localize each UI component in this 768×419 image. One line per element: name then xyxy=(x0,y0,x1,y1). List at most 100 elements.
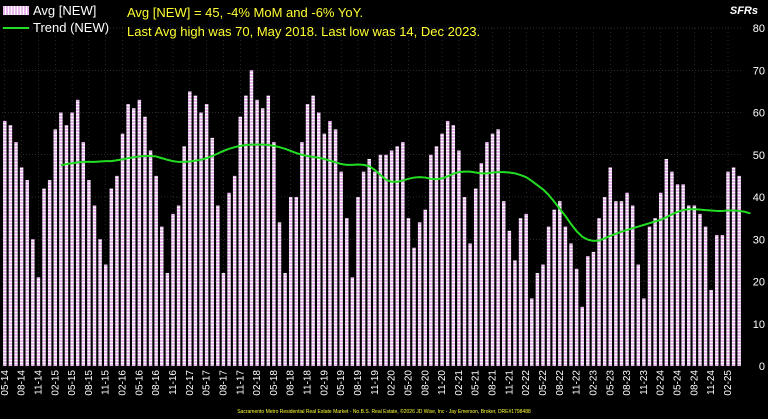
bar xyxy=(373,171,377,366)
bar xyxy=(64,125,69,366)
bar xyxy=(625,192,629,366)
axes: 0 10 20 30 40 50 60 70 80 05-14 08-14 11-14 02-15 05-… xyxy=(0,23,765,396)
bar xyxy=(457,150,461,366)
x-tick-label: 08-17 xyxy=(218,370,229,396)
y-tick-label: 0 xyxy=(759,361,765,373)
bar xyxy=(126,104,130,367)
bar xyxy=(619,201,624,366)
x-tick-label: 05-21 xyxy=(471,370,482,396)
headline-line-1: Avg [NEW] = 45, -4% MoM and -6% YoY. xyxy=(127,5,364,20)
bar xyxy=(221,273,226,366)
bar xyxy=(726,171,730,366)
bar xyxy=(120,133,125,366)
y-tick-label: 20 xyxy=(753,277,765,289)
bar xyxy=(132,108,136,367)
x-tick-label: 02-18 xyxy=(252,370,263,396)
bar xyxy=(462,197,467,366)
trend-series xyxy=(60,143,751,242)
legend-bar-label: Avg [NEW] xyxy=(33,3,97,18)
bar xyxy=(574,268,579,366)
bar xyxy=(266,95,271,366)
bar xyxy=(238,116,242,366)
y-tick-label: 40 xyxy=(753,192,765,204)
bar xyxy=(81,142,86,366)
bar xyxy=(25,180,29,366)
x-tick-label: 11-15 xyxy=(101,370,112,395)
bar-series xyxy=(3,70,741,367)
legend-item-bars: Avg [NEW] xyxy=(3,2,109,19)
x-tick-label: 02-22 xyxy=(521,370,532,396)
bar xyxy=(317,112,321,366)
bar xyxy=(350,277,355,366)
bar xyxy=(182,146,186,366)
bar xyxy=(406,218,411,366)
bar xyxy=(647,226,652,366)
legend-item-trend: Trend (NEW) xyxy=(3,19,109,36)
x-tick-label: 02-17 xyxy=(185,370,196,396)
bar xyxy=(70,112,74,366)
bar xyxy=(8,125,13,366)
bar xyxy=(199,112,203,366)
bar xyxy=(642,298,646,366)
x-tick-label: 08-18 xyxy=(286,370,297,396)
bar xyxy=(597,218,601,366)
y-tick-label: 80 xyxy=(753,23,765,35)
x-tick-label: 08-19 xyxy=(353,370,364,396)
bar xyxy=(687,205,691,366)
bar xyxy=(3,120,7,366)
bar xyxy=(502,201,506,366)
bar xyxy=(109,188,114,366)
x-tick-label: 05-24 xyxy=(673,370,684,396)
bar xyxy=(59,112,63,366)
x-tick-label: 05-19 xyxy=(336,370,347,396)
x-tick-label: 02-15 xyxy=(50,370,61,396)
bar xyxy=(255,99,259,366)
x-tick-label: 11-14 xyxy=(33,370,44,395)
bar xyxy=(558,201,562,366)
x-tick-label: 08-23 xyxy=(622,370,633,396)
bar xyxy=(490,133,495,366)
x-tick-label: 11-24 xyxy=(706,370,717,395)
bar xyxy=(260,108,265,367)
bar xyxy=(14,142,18,366)
bar xyxy=(602,197,607,366)
y-tick-label: 70 xyxy=(753,65,765,77)
bar xyxy=(389,150,394,366)
bar xyxy=(535,273,540,366)
bar xyxy=(401,142,405,366)
bar xyxy=(42,188,46,366)
bar xyxy=(361,171,366,366)
bar xyxy=(473,188,478,366)
bar-swatch-icon xyxy=(3,6,29,15)
x-tick-label: 02-23 xyxy=(588,370,599,396)
bar xyxy=(496,129,500,366)
x-tick-label: 11-17 xyxy=(235,370,246,395)
bar xyxy=(92,205,97,366)
bar xyxy=(333,129,338,366)
bar xyxy=(530,298,534,366)
bar xyxy=(698,213,702,366)
bar xyxy=(681,184,685,366)
x-tick-label: 11-18 xyxy=(303,370,314,395)
bar xyxy=(176,205,181,366)
bar xyxy=(137,99,142,366)
bar xyxy=(664,158,669,366)
bar xyxy=(384,154,388,366)
x-tick-label: 05-15 xyxy=(67,370,78,396)
bar xyxy=(586,256,590,366)
bar xyxy=(232,175,237,366)
x-tick-label: 02-21 xyxy=(454,370,465,396)
bar xyxy=(658,192,663,366)
bar xyxy=(345,218,349,366)
bar xyxy=(204,104,209,367)
bar xyxy=(670,171,674,366)
bar xyxy=(249,70,254,366)
bar xyxy=(171,213,175,366)
x-tick-label: 08-22 xyxy=(555,370,566,396)
bar xyxy=(339,171,343,366)
bar xyxy=(19,167,24,366)
bar xyxy=(434,146,439,366)
bar xyxy=(591,251,596,366)
